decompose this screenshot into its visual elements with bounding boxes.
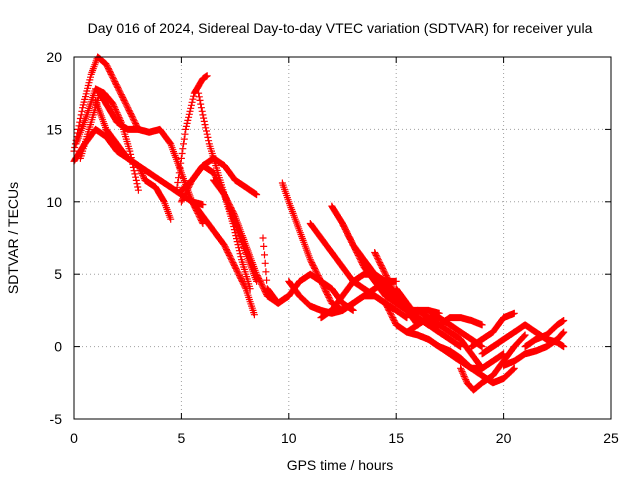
point-markers <box>467 309 518 351</box>
series-arc10 <box>188 198 258 319</box>
x-tick-label: 15 <box>388 430 404 446</box>
point-markers <box>76 89 207 227</box>
series-arc29 <box>500 328 568 369</box>
plot-frame <box>73 56 612 420</box>
series-arc27 <box>467 309 518 351</box>
y-tick-label: 10 <box>46 194 62 210</box>
series-arc30 <box>521 317 568 351</box>
x-tick-label: 5 <box>178 430 186 446</box>
series-arc23 <box>414 306 486 372</box>
x-tick-label: 10 <box>281 430 297 446</box>
series-arc26 <box>457 331 529 394</box>
y-axis-label: SDTVAR / TECUs <box>5 182 21 294</box>
series-arc6 <box>173 72 211 191</box>
plot-area <box>70 53 568 394</box>
grid <box>74 57 611 419</box>
point-markers <box>457 331 529 394</box>
y-tick-label: 0 <box>54 339 62 355</box>
x-axis-label: GPS time / hours <box>287 457 394 473</box>
point-markers <box>188 198 258 319</box>
y-tick-label: 20 <box>46 49 62 65</box>
point-markers <box>521 317 568 351</box>
x-tick-label: 25 <box>603 430 619 446</box>
series-arc4 <box>76 89 207 227</box>
chart-title: Day 016 of 2024, Sidereal Day-to-day VTE… <box>88 20 593 36</box>
y-tick-label: 15 <box>46 121 62 137</box>
point-markers <box>414 306 486 372</box>
point-markers <box>500 328 568 369</box>
x-tick-label: 0 <box>70 430 78 446</box>
y-tick-label: 5 <box>54 266 62 282</box>
x-tick-label: 20 <box>496 430 512 446</box>
y-tick-label: -5 <box>50 411 63 427</box>
point-markers <box>173 72 211 191</box>
